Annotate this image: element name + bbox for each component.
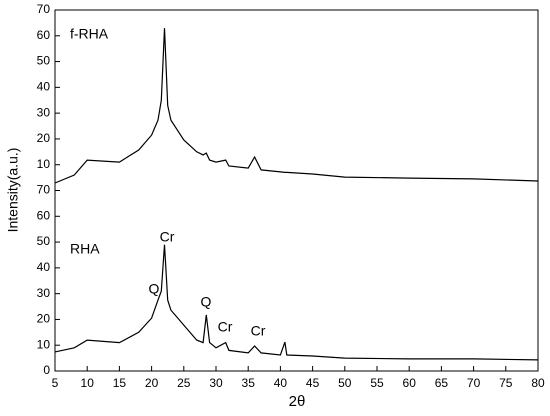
y-tick-label: 70 (37, 183, 51, 197)
x-tick-label: 40 (274, 376, 288, 390)
x-tick-label: 35 (242, 376, 256, 390)
y-tick-label: 60 (37, 28, 51, 42)
y-tick-label: 50 (37, 54, 51, 68)
x-tick-label: 25 (177, 376, 191, 390)
data-line (54, 28, 539, 184)
x-tick-label: 15 (113, 376, 127, 390)
y-tick-label: 30 (37, 105, 51, 119)
data-line (54, 244, 539, 361)
x-tick-label: 70 (467, 376, 481, 390)
x-tick-label: 65 (435, 376, 449, 390)
y-tick-label: 10 (37, 337, 51, 351)
y-tick-label: 0 (43, 363, 50, 377)
x-tick-label: 80 (531, 376, 545, 390)
annotation: Cr (251, 323, 266, 339)
x-axis-label: 2θ (289, 393, 306, 410)
y-tick-label: 20 (37, 312, 51, 326)
y-tick-label: 20 (37, 131, 51, 145)
annotation: Q (201, 294, 212, 310)
y-tick-label: 60 (37, 208, 51, 222)
series-label: f-RHA (70, 26, 109, 42)
annotation: Cr (160, 229, 175, 245)
annotation: Q (149, 281, 160, 297)
y-tick-label: 40 (37, 260, 51, 274)
x-tick-label: 30 (209, 376, 223, 390)
y-tick-label: 50 (37, 234, 51, 248)
annotation: Cr (218, 319, 233, 335)
y-tick-label: 70 (37, 2, 51, 16)
x-tick-label: 45 (306, 376, 320, 390)
x-tick-label: 55 (370, 376, 384, 390)
series-label: RHA (70, 241, 100, 257)
y-tick-label: 30 (37, 286, 51, 300)
plot-frame (54, 9, 539, 372)
x-tick-label: 75 (499, 376, 513, 390)
x-tick-label: 20 (145, 376, 159, 390)
y-tick-label: 40 (37, 80, 51, 94)
y-axis-label: Intensity(a.u.) (5, 148, 21, 233)
x-tick-label: 5 (52, 376, 59, 390)
y-tick-label: 10 (37, 157, 51, 171)
x-tick-label: 50 (338, 376, 352, 390)
x-tick-label: 10 (81, 376, 95, 390)
x-tick-label: 60 (403, 376, 417, 390)
